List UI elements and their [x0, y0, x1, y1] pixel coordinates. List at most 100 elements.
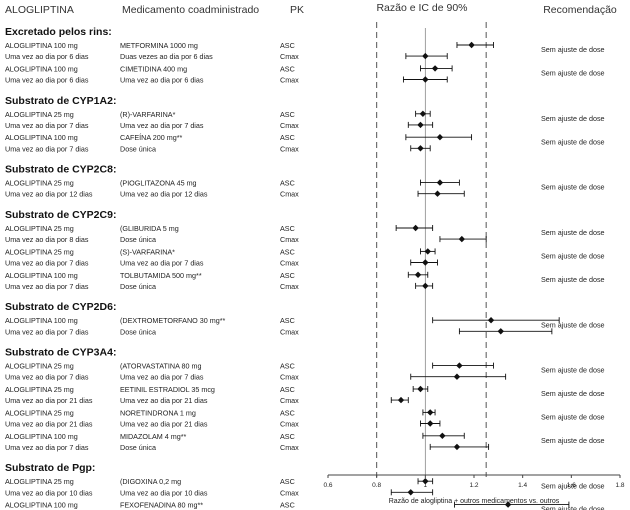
co-drug-label: TOLBUTAMIDA 500 mg**	[120, 271, 202, 280]
point-estimate-marker	[417, 121, 424, 129]
co-drug-label: Uma vez ao dia por 12 dias	[120, 190, 208, 199]
co-drug-label: Dose única	[120, 235, 156, 244]
drug-regimen-label: Uma vez ao dia por 7 dias	[5, 443, 89, 452]
section-title: Excretado pelos rins:	[5, 26, 112, 38]
pk-parameter-label: ASC	[280, 41, 295, 50]
co-drug-label: Dose única	[120, 282, 156, 291]
pk-parameter-label: ASC	[280, 432, 295, 441]
point-estimate-marker	[453, 373, 461, 380]
drug-regimen-label: Uma vez ao dia por 10 dias	[5, 488, 93, 497]
point-estimate-marker	[487, 317, 495, 324]
drug-regimen-label: Uma vez ao dia por 21 dias	[5, 420, 93, 429]
co-drug-label: Dose única	[120, 144, 156, 153]
co-drug-label: CIMETIDINA 400 mg	[120, 64, 187, 73]
point-estimate-marker	[397, 396, 405, 404]
co-drug-label: Uma vez ao dia por 21 dias	[120, 396, 208, 405]
point-estimate-marker	[434, 190, 441, 197]
header-recommendation: Recomendação	[543, 4, 617, 16]
drug-regimen-label: Uma vez ao dia por 8 dias	[5, 235, 89, 244]
x-tick-label: 1.2	[469, 482, 478, 489]
point-estimate-marker	[424, 248, 431, 255]
drug-regimen-label: ALOGLIPTINA 25 mg	[5, 362, 74, 371]
pk-parameter-label: Cmax	[280, 121, 299, 130]
drug-regimen-label: Uma vez ao dia por 7 dias	[5, 121, 89, 130]
point-estimate-marker	[422, 76, 429, 83]
x-tick-label: 1.8	[615, 482, 624, 489]
co-drug-label: Dose única	[120, 327, 156, 336]
pk-parameter-label: Cmax	[280, 327, 299, 336]
x-tick-label: 1.6	[567, 482, 576, 489]
point-estimate-marker	[458, 235, 466, 243]
co-drug-label: (DEXTROMETORFANO 30 mg**	[120, 316, 226, 325]
pk-parameter-label: Cmax	[280, 420, 299, 429]
recommendation-label: Sem ajuste de dose	[541, 505, 605, 510]
point-estimate-marker	[422, 52, 429, 60]
drug-regimen-label: ALOGLIPTINA 100 mg	[5, 271, 78, 280]
drug-regimen-label: Uma vez ao dia por 12 dias	[5, 190, 93, 199]
pk-parameter-label: Cmax	[280, 373, 299, 382]
pk-parameter-label: ASC	[280, 501, 295, 510]
point-estimate-marker	[412, 224, 419, 232]
x-tick-label: 0.8	[372, 482, 381, 489]
recommendation-label: Sem ajuste de dose	[541, 413, 605, 422]
recommendation-label: Sem ajuste de dose	[541, 275, 605, 284]
co-drug-label: (S)-VARFARINA*	[120, 247, 175, 256]
pk-parameter-label: Cmax	[280, 396, 299, 405]
point-estimate-marker	[431, 65, 439, 72]
section-title: Substrato de CYP1A2:	[5, 95, 116, 107]
pk-parameter-label: ASC	[280, 271, 295, 280]
point-estimate-marker	[419, 110, 427, 117]
co-drug-label: Uma vez ao dia por 7 dias	[120, 259, 204, 268]
recommendation-label: Sem ajuste de dose	[541, 114, 605, 123]
drug-regimen-label: Uma vez ao dia por 6 dias	[5, 52, 89, 61]
pk-parameter-label: Cmax	[280, 488, 299, 497]
drug-regimen-label: ALOGLIPTINA 25 mg	[5, 385, 74, 394]
section-title: Substrato de CYP3A4:	[5, 347, 116, 359]
recommendation-label: Sem ajuste de dose	[541, 228, 605, 237]
point-estimate-marker	[504, 501, 512, 508]
x-tick-label: 1	[424, 482, 428, 489]
co-drug-label: Uma vez ao dia por 21 dias	[120, 420, 208, 429]
pk-parameter-label: ASC	[280, 316, 295, 325]
recommendation-label: Sem ajuste de dose	[541, 252, 605, 261]
co-drug-label: METFORMINA 1000 mg	[120, 41, 198, 50]
co-drug-label: EETINIL ESTRADIOL 35 mcg	[120, 385, 215, 394]
point-estimate-marker	[427, 420, 434, 427]
point-estimate-marker	[456, 362, 463, 369]
drug-regimen-label: ALOGLIPTINA 100 mg	[5, 133, 78, 142]
recommendation-label: Sem ajuste de dose	[541, 69, 605, 78]
drug-regimen-label: ALOGLIPTINA 25 mg	[5, 477, 74, 486]
point-estimate-marker	[468, 41, 475, 49]
drug-regimen-label: ALOGLIPTINA 25 mg	[5, 224, 74, 233]
drug-regimen-label: Uma vez ao dia por 7 dias	[5, 282, 89, 291]
co-drug-label: CAFEÍNA 200 mg**	[120, 133, 183, 142]
drug-regimen-label: ALOGLIPTINA 25 mg	[5, 408, 74, 417]
pk-parameter-label: ASC	[280, 477, 295, 486]
pk-parameter-label: Cmax	[280, 76, 299, 85]
point-estimate-marker	[422, 282, 429, 290]
point-estimate-marker	[436, 134, 444, 141]
co-drug-label: (PIOGLITAZONA 45 mg	[120, 179, 197, 188]
drug-regimen-label: Uma vez ao dia por 7 dias	[5, 259, 89, 268]
pk-parameter-label: Cmax	[280, 190, 299, 199]
pk-parameter-label: ASC	[280, 133, 295, 142]
co-drug-label: (DIGOXINA 0,2 mg	[120, 477, 181, 486]
drug-regimen-label: Uma vez ao dia por 7 dias	[5, 373, 89, 382]
drug-regimen-label: Uma vez ao dia por 21 dias	[5, 396, 93, 405]
recommendation-label: Sem ajuste de dose	[541, 320, 605, 329]
co-drug-label: (GLIBURIDA 5 mg	[120, 224, 179, 233]
drug-regimen-label: ALOGLIPTINA 25 mg	[5, 110, 74, 119]
co-drug-label: (R)-VARFARINA*	[120, 110, 176, 119]
drug-regimen-label: ALOGLIPTINA 100 mg	[5, 501, 78, 510]
recommendation-label: Sem ajuste de dose	[541, 389, 605, 398]
header-drug: ALOGLIPTINA	[5, 4, 74, 16]
x-axis-label: Razão de alogliptina + outros medicament…	[389, 498, 560, 505]
section-title: Substrato de CYP2C8:	[5, 164, 116, 176]
co-drug-label: Uma vez ao dia por 6 dias	[120, 76, 204, 85]
drug-regimen-label: Uma vez ao dia por 6 dias	[5, 76, 89, 85]
pk-parameter-label: ASC	[280, 408, 295, 417]
drug-regimen-label: ALOGLIPTINA 100 mg	[5, 64, 78, 73]
co-drug-label: Uma vez ao dia por 7 dias	[120, 373, 204, 382]
point-estimate-marker	[427, 409, 434, 416]
